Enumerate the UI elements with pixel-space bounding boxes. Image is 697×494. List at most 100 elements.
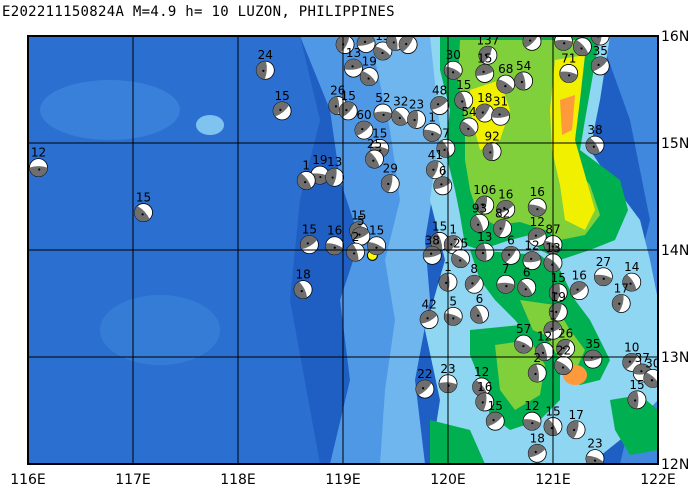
axis-dot (459, 259, 462, 262)
focal-mechanism: 12 (535, 330, 554, 362)
axis-dot (481, 111, 484, 114)
axis-dot (331, 176, 334, 179)
axis-dot (392, 41, 395, 44)
depth-label: 12 (474, 365, 489, 379)
longitude-tick-label: 119E (325, 472, 361, 488)
focal-mechanism: 32 (391, 94, 411, 126)
depth-label: 137 (476, 33, 499, 47)
axis-dot (507, 253, 511, 256)
axis-dot (319, 175, 322, 179)
axis-dot (550, 427, 553, 430)
axis-dot (387, 182, 390, 186)
focal-mechanism: 1 (422, 110, 442, 142)
depth-label: 42 (421, 298, 436, 312)
depth-label: 12 (530, 215, 545, 229)
depth-label: 18 (477, 91, 492, 105)
compressional-quadrant (475, 64, 494, 76)
compressional-quadrant (407, 110, 419, 129)
compressional-quadrant (528, 364, 539, 383)
depth-label: 92 (484, 130, 499, 144)
compressional-quadrant (423, 129, 441, 142)
focal-mechanism: 15 (134, 191, 153, 222)
axis-dot (436, 103, 440, 106)
axis-dot (499, 227, 502, 230)
compressional-quadrant (423, 246, 442, 258)
focal-mechanism: 5 (351, 214, 371, 246)
focal-mechanism: 106 (473, 183, 496, 215)
depth-label: 2 (533, 351, 541, 365)
depth-label: 30 (446, 48, 461, 62)
focal-mechanism: 14 (622, 260, 642, 292)
focal-mechanism: 15 (548, 271, 568, 303)
axis-dot (492, 418, 495, 422)
axis-dot (529, 39, 532, 42)
axis-dot (421, 387, 425, 390)
compressional-quadrant (535, 342, 548, 361)
compressional-quadrant (583, 350, 602, 362)
depth-label: 23 (409, 97, 424, 111)
focal-mechanism: 57 (514, 322, 533, 354)
focal-mechanism: 15 (338, 89, 358, 121)
focal-mechanism: 12 (522, 399, 542, 431)
depth-label: 16 (498, 187, 513, 201)
focal-mechanism: 16 (569, 269, 589, 301)
axis-dot (597, 63, 600, 67)
depth-label: 37 (635, 351, 650, 365)
compressional-quadrant (436, 140, 450, 158)
focal-mechanism: 137 (476, 33, 499, 65)
focal-mechanism: 6 (470, 292, 489, 324)
longitude-tick-label: 118E (220, 472, 256, 488)
focal-mechanism: 22 (415, 367, 435, 399)
depth-label: 25 (453, 237, 468, 251)
depth-label: 13 (327, 155, 342, 169)
focal-mechanism: 26 (556, 326, 575, 358)
depth-label: 10 (624, 340, 639, 354)
compressional-quadrant (475, 392, 487, 411)
axis-dot (300, 289, 303, 293)
focal-mechanism: 6 (433, 164, 453, 196)
axis-dot (426, 317, 429, 320)
compressional-quadrant (522, 36, 538, 48)
depth-label: 15 (369, 224, 384, 238)
depth-label: 16 (530, 185, 545, 199)
axis-dot (351, 65, 354, 68)
depth-label: 6 (439, 164, 447, 178)
compressional-quadrant (325, 243, 344, 255)
axis-dot (467, 127, 470, 130)
depth-label: 15 (432, 219, 447, 233)
focal-mechanism: 29 (380, 162, 400, 194)
focal-mechanism: 17 (566, 408, 586, 440)
depth-label: 15 (302, 223, 317, 237)
depth-label: 15 (488, 399, 503, 413)
axis-dot (262, 69, 265, 72)
axis-dot (536, 208, 539, 211)
axis-dot (436, 241, 440, 244)
latitude-tick-label: 13N (661, 350, 689, 366)
compressional-quadrant (294, 281, 308, 299)
depth-label: 12 (524, 239, 539, 253)
axis-dot (372, 159, 375, 162)
compressional-quadrant (381, 174, 393, 193)
depth-label: 15 (551, 271, 566, 285)
depth-label: 38 (425, 233, 440, 247)
depth-label: 15 (136, 191, 151, 205)
depth-label: 26 (330, 84, 345, 98)
focal-mechanism: 38 (585, 123, 605, 155)
axis-dot (498, 113, 501, 116)
depth-label: 16 (572, 269, 587, 283)
depth-label: 13 (346, 46, 361, 60)
focal-mechanism: 7 (496, 262, 516, 294)
axis-dot (534, 450, 537, 454)
depth-label: 17 (568, 408, 583, 422)
reef-patch (196, 115, 224, 135)
axis-dot (345, 109, 348, 112)
focal-mechanism: 52 (373, 91, 393, 123)
compressional-quadrant (567, 420, 579, 439)
depth-label: 29 (383, 162, 398, 176)
focal-mechanism: 27 (594, 255, 613, 287)
axis-dot (503, 206, 506, 210)
depth-label: 6 (476, 292, 484, 306)
axis-dot (379, 149, 382, 152)
